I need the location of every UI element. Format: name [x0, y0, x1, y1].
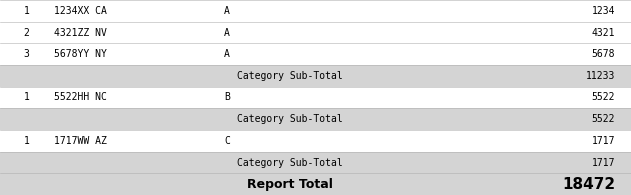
Text: 1: 1	[23, 6, 30, 16]
Bar	[0, 108, 631, 130]
Text: 1: 1	[23, 136, 30, 146]
Bar	[0, 43, 631, 65]
Text: 1717WW AZ: 1717WW AZ	[54, 136, 107, 146]
Text: B: B	[224, 92, 230, 103]
Text: 3: 3	[23, 49, 30, 59]
Text: 5522: 5522	[592, 92, 615, 103]
Text: 4321ZZ NV: 4321ZZ NV	[54, 27, 107, 37]
Text: Category Sub-Total: Category Sub-Total	[237, 158, 343, 168]
Text: 1717: 1717	[592, 136, 615, 146]
Text: 1: 1	[23, 92, 30, 103]
Bar	[0, 0, 631, 22]
Bar	[0, 87, 631, 108]
Text: 5522HH NC: 5522HH NC	[54, 92, 107, 103]
Text: A: A	[224, 49, 230, 59]
Bar	[0, 152, 631, 173]
Text: 11233: 11233	[586, 71, 615, 81]
Text: 5678YY NY: 5678YY NY	[54, 49, 107, 59]
Bar	[0, 130, 631, 152]
Text: 1234: 1234	[592, 6, 615, 16]
Text: 1234XX CA: 1234XX CA	[54, 6, 107, 16]
Bar	[0, 22, 631, 43]
Bar	[0, 65, 631, 87]
Text: A: A	[224, 27, 230, 37]
Text: 4321: 4321	[592, 27, 615, 37]
Text: Category Sub-Total: Category Sub-Total	[237, 71, 343, 81]
Text: 1717: 1717	[592, 158, 615, 168]
Text: 2: 2	[23, 27, 30, 37]
Text: A: A	[224, 6, 230, 16]
Bar	[0, 173, 631, 195]
Text: Report Total: Report Total	[247, 178, 333, 191]
Text: 5678: 5678	[592, 49, 615, 59]
Text: C: C	[224, 136, 230, 146]
Text: Category Sub-Total: Category Sub-Total	[237, 114, 343, 124]
Text: 18472: 18472	[562, 177, 615, 192]
Text: 5522: 5522	[592, 114, 615, 124]
